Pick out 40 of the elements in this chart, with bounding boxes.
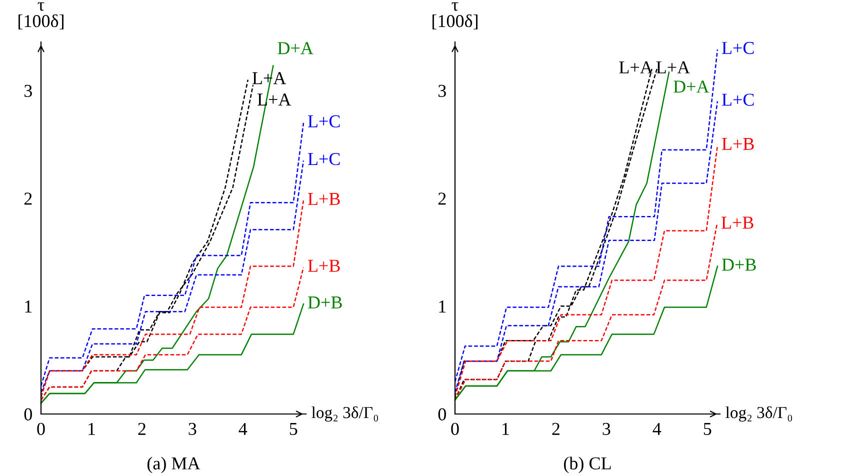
series-label: D+B [308, 296, 342, 308]
y-tick-label: 2 [438, 192, 446, 205]
series-label: L+B [308, 193, 340, 205]
y-axis-title: τ [100δ] [18, 2, 64, 30]
x-tick-label: 5 [704, 423, 712, 436]
x-tick-label: 2 [552, 422, 560, 435]
series-label: D+B [722, 258, 756, 271]
y-axis-title: τ [100δ] [432, 2, 478, 30]
x-axis-title: log₂ 3δ/Γ₀ [726, 406, 792, 422]
x-tick-label: 0 [37, 422, 45, 436]
series-label: D+A [674, 80, 710, 93]
series-label: L+B [721, 216, 754, 229]
x-tick-label: 0 [451, 422, 459, 436]
y-tick-label: 1 [439, 300, 446, 312]
x-axis-title: log₂ 3δ/Γ₀ [312, 406, 378, 422]
text: (b) CL [564, 456, 611, 474]
series-label: L+B [722, 138, 754, 150]
x-tick-label: 4 [238, 422, 248, 435]
series-label: L+C [308, 152, 340, 166]
x-tick-label: 2 [138, 422, 146, 435]
x-tick-label: 3 [602, 422, 610, 436]
y-tick-label: 1 [25, 300, 32, 312]
x-tick-label: 1 [88, 422, 95, 435]
y-tick-label: 2 [24, 192, 32, 205]
x-tick-label: 1 [502, 422, 509, 435]
series-label: D+A [278, 42, 314, 54]
y-tick-label: 0 [438, 408, 446, 420]
series-label: L+C [308, 115, 340, 128]
series-label: L+C [722, 94, 754, 106]
y-tick-label: 0 [24, 408, 32, 420]
series-label: L+A [619, 61, 653, 74]
x-tick-label: 4 [652, 422, 662, 435]
text: (a) MA [147, 456, 200, 474]
series-label: L+B [308, 260, 340, 272]
series-label: L+C [722, 42, 754, 54]
y-tick-label: 3 [24, 84, 32, 97]
y-tick-label: 3 [438, 84, 446, 97]
x-tick-label: 3 [188, 422, 196, 436]
series-label: L+A [656, 61, 690, 74]
x-tick-label: 5 [290, 423, 298, 436]
